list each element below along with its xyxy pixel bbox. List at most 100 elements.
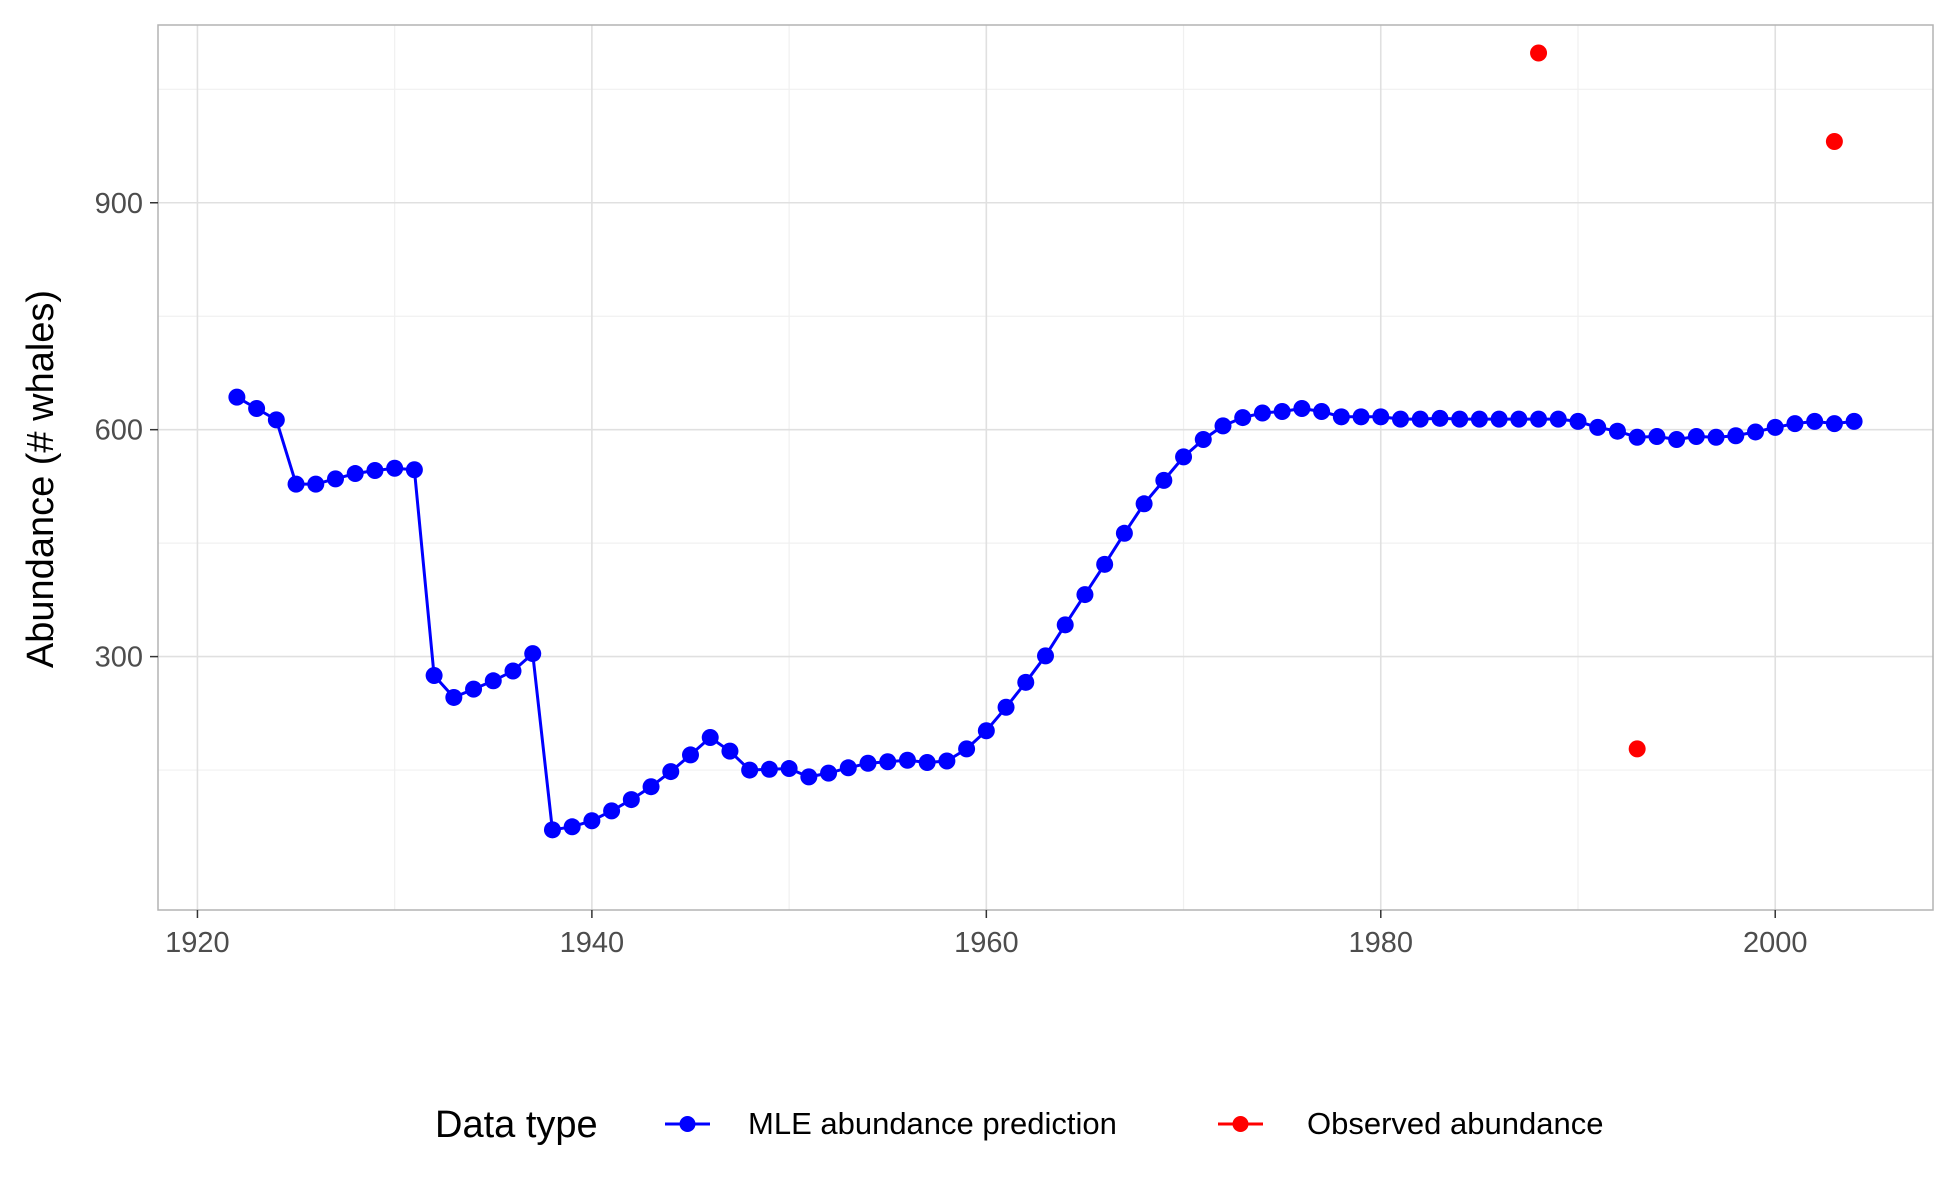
- mle-abundance-prediction-point: [859, 754, 877, 772]
- mle-abundance-prediction-point: [1056, 616, 1074, 634]
- mle-abundance-prediction-point: [1747, 423, 1764, 441]
- mle-abundance-prediction-point: [228, 388, 246, 406]
- mle-abundance-prediction-point: [524, 645, 542, 663]
- mle-abundance-prediction-point: [1786, 415, 1804, 433]
- mle-abundance-prediction-point: [1825, 415, 1843, 433]
- mle-abundance-prediction-point: [1707, 428, 1725, 446]
- mle-abundance-prediction-point: [1214, 417, 1232, 435]
- mle-abundance-prediction-point: [898, 751, 916, 769]
- mle-abundance-prediction-point: [248, 400, 266, 417]
- mle-abundance-prediction-point: [1648, 427, 1666, 445]
- legend-label-mle: MLE abundance prediction: [748, 1106, 1117, 1141]
- mle-abundance-prediction-point: [1273, 403, 1291, 421]
- observed-abundance-point: [1825, 132, 1843, 150]
- mle-abundance-prediction-point: [780, 760, 798, 778]
- mle-abundance-prediction-point: [504, 662, 522, 680]
- y-axis: 300 600 900: [95, 188, 158, 674]
- mle-abundance-prediction-point: [1569, 412, 1587, 430]
- mle-abundance-prediction-point: [445, 688, 463, 706]
- x-tick-label: 2000: [1743, 927, 1808, 959]
- mle-abundance-prediction-point: [622, 791, 640, 809]
- mle-abundance-prediction-point: [1628, 428, 1646, 446]
- mle-abundance-prediction-point: [484, 672, 502, 690]
- mle-abundance-prediction-point: [1096, 555, 1114, 573]
- mle-abundance-prediction-point: [1155, 471, 1173, 489]
- mle-abundance-prediction-point: [1687, 427, 1705, 445]
- mle-abundance-prediction-point: [662, 763, 680, 781]
- mle-abundance-prediction-point: [741, 761, 759, 779]
- mle-abundance-prediction-point: [1608, 422, 1626, 440]
- mle-abundance-prediction-point: [958, 740, 976, 758]
- mle-abundance-prediction-point: [1451, 410, 1469, 428]
- x-axis: 1920 1940 1960 1980 2000: [165, 910, 1807, 959]
- mle-abundance-prediction-point: [583, 812, 601, 830]
- observed-abundance-point: [1530, 44, 1548, 62]
- mle-abundance-prediction-point: [1017, 673, 1035, 691]
- mle-abundance-prediction-point: [1234, 409, 1252, 427]
- mle-abundance-prediction-point: [425, 667, 443, 685]
- mle-abundance-prediction-point: [1411, 410, 1429, 428]
- x-tick-label: 1920: [165, 927, 230, 959]
- mle-abundance-prediction-point: [1175, 448, 1193, 466]
- mle-abundance-prediction-point: [1372, 408, 1390, 426]
- y-tick-label: 300: [95, 642, 143, 674]
- mle-abundance-prediction-point: [1194, 431, 1212, 449]
- mle-abundance-prediction-point: [1589, 418, 1607, 436]
- mle-abundance-prediction-point: [1549, 410, 1567, 428]
- minor-gridlines: [158, 25, 1933, 910]
- mle-abundance-prediction-point: [366, 462, 384, 480]
- x-tick-label: 1960: [954, 927, 1019, 959]
- mle-abundance-prediction-point: [977, 722, 995, 740]
- mle-abundance-prediction-point: [721, 742, 739, 760]
- mle-abundance-prediction-point: [1115, 524, 1133, 542]
- mle-abundance-prediction-point: [465, 680, 483, 698]
- series-layer: [228, 44, 1863, 839]
- mle-abundance-prediction-point: [1668, 431, 1686, 449]
- mle-abundance-prediction-point: [1727, 427, 1745, 445]
- legend-key-mle: [665, 1116, 710, 1132]
- mle-abundance-prediction-point: [1352, 408, 1370, 426]
- mle-abundance-prediction-point: [1490, 410, 1508, 428]
- mle-abundance-prediction-point: [543, 821, 561, 839]
- mle-abundance-prediction-point: [1135, 495, 1153, 513]
- mle-abundance-prediction-point: [386, 459, 404, 477]
- mle-abundance-prediction-point: [563, 818, 581, 836]
- y-tick-label: 600: [95, 415, 143, 447]
- mle-abundance-prediction-point: [1510, 410, 1528, 428]
- mle-abundance-prediction-point: [1470, 410, 1488, 428]
- mle-abundance-prediction-point: [1332, 408, 1350, 426]
- mle-abundance-prediction-point: [1806, 412, 1824, 430]
- observed-abundance-point: [1628, 740, 1646, 758]
- mle-abundance-prediction-point: [642, 778, 660, 796]
- mle-abundance-prediction-point: [1845, 412, 1863, 430]
- mle-abundance-prediction-point: [800, 768, 818, 786]
- mle-abundance-prediction-point: [701, 729, 719, 747]
- legend: Data type MLE abundance prediction Obser…: [435, 1104, 1603, 1146]
- y-axis-title: Abundance (# whales): [20, 290, 62, 668]
- y-tick-label: 900: [95, 188, 143, 220]
- mle-abundance-prediction-point: [1293, 400, 1311, 417]
- mle-abundance-prediction-point: [1313, 403, 1331, 421]
- legend-title: Data type: [435, 1104, 598, 1146]
- mle-abundance-prediction-point: [839, 759, 857, 777]
- mle-abundance-prediction-point: [1766, 418, 1784, 436]
- mle-abundance-prediction-point: [760, 760, 778, 778]
- mle-abundance-prediction-point: [346, 465, 364, 483]
- mle-abundance-prediction-point: [307, 475, 325, 493]
- mle-abundance-prediction-point: [1037, 647, 1054, 665]
- mle-abundance-prediction-point: [287, 475, 305, 493]
- mle-abundance-prediction-point: [1076, 586, 1094, 604]
- mle-abundance-prediction-point: [682, 746, 699, 764]
- mle-abundance-prediction-point: [327, 470, 344, 488]
- mle-abundance-prediction-point: [1392, 410, 1409, 428]
- mle-abundance-prediction-point: [405, 461, 423, 479]
- mle-abundance-prediction-point: [603, 802, 621, 820]
- mle-abundance-prediction-point: [879, 753, 897, 771]
- legend-key-observed: [1218, 1116, 1263, 1132]
- mle-abundance-prediction-point: [918, 754, 936, 771]
- mle-abundance-prediction-point: [938, 752, 956, 770]
- mle-abundance-prediction-point: [820, 764, 838, 782]
- mle-abundance-prediction-point: [1253, 404, 1271, 422]
